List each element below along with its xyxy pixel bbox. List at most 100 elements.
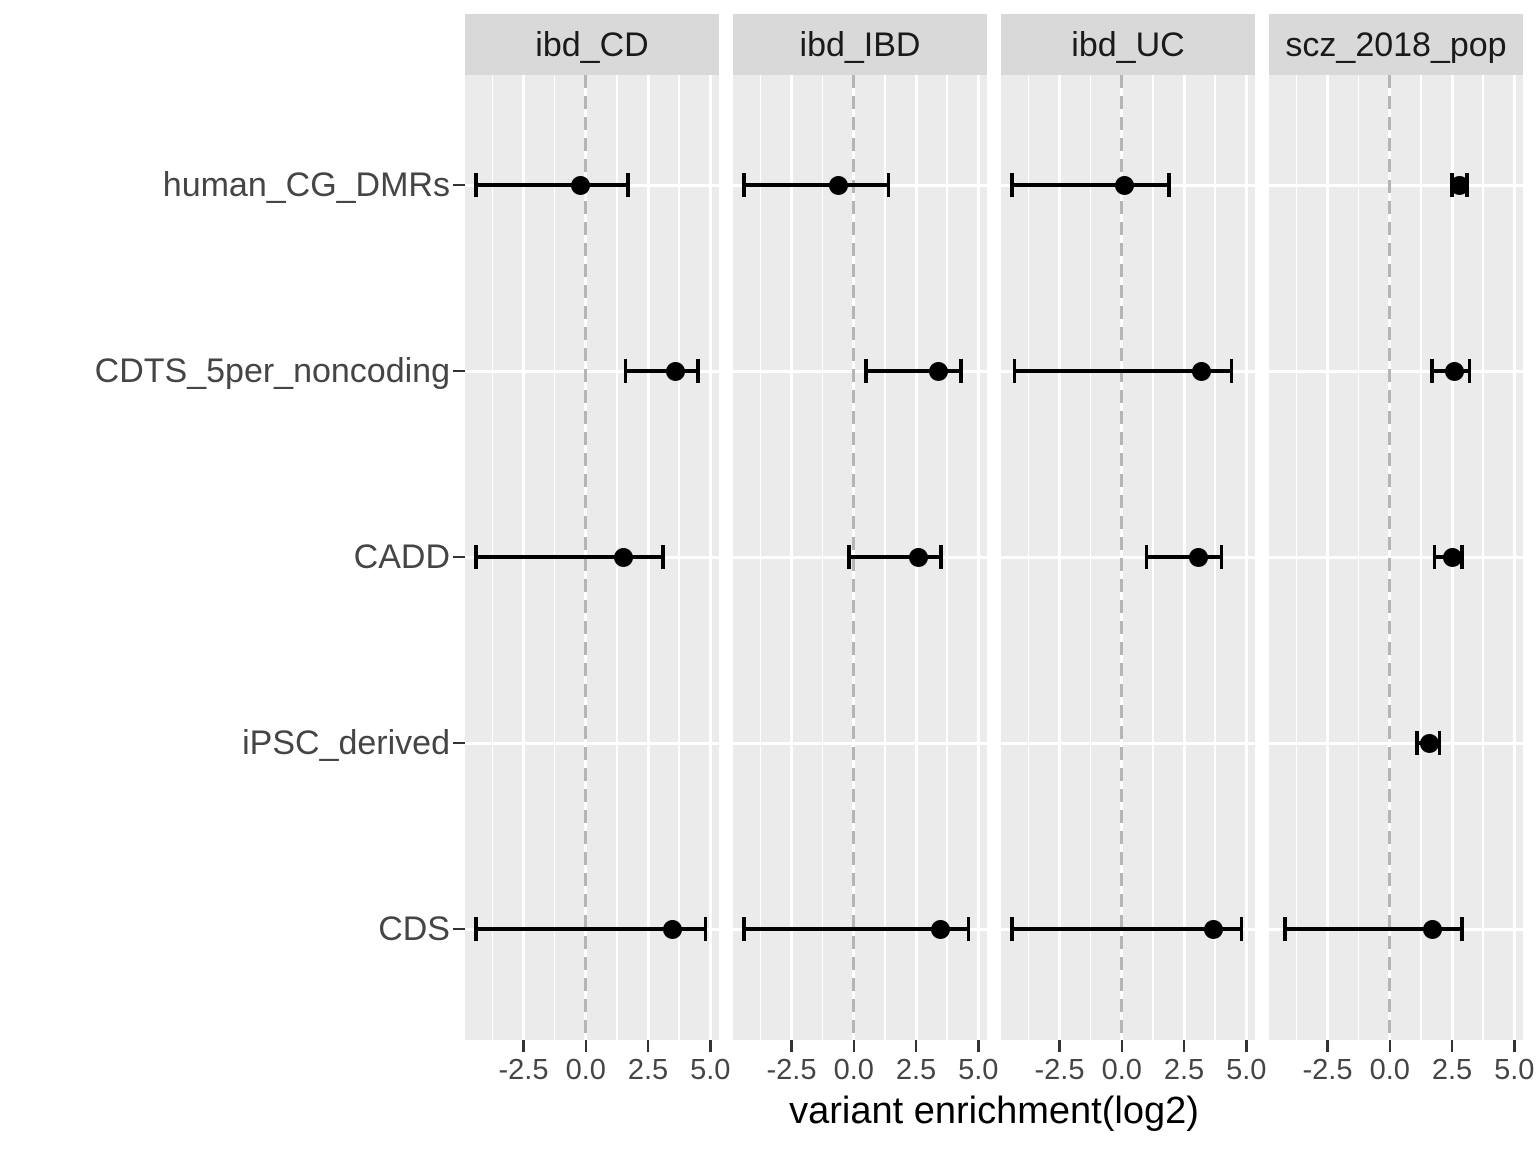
major-gridline-row: [465, 369, 719, 373]
x-tick-mark: [1245, 1040, 1248, 1052]
point-estimate-CDS: [931, 919, 951, 939]
facet-strip-ibd_IBD: ibd_IBD: [733, 14, 987, 75]
x-tick-label: 2.5: [1431, 1054, 1473, 1086]
errorbar-cap-left: [1010, 173, 1014, 197]
x-tick-mark: [646, 1040, 650, 1052]
major-gridline-row: [1001, 741, 1255, 745]
y-category-label-iPSC_derived: iPSC_derived: [242, 724, 450, 762]
errorbar-CDTS_5per_noncoding: [866, 369, 961, 373]
errorbar-cap-left: [1283, 917, 1287, 941]
errorbar-cap-left: [847, 545, 851, 569]
facet-strip-label: ibd_CD: [535, 25, 649, 64]
errorbar-cap-right: [939, 545, 943, 569]
errorbar-cap-left: [1415, 731, 1419, 755]
major-gridline-row: [465, 741, 719, 745]
errorbar-cap-right: [626, 173, 630, 197]
facet-panel-scz_2018_pop: [1269, 75, 1523, 1040]
point-estimate-CADD: [1442, 547, 1462, 567]
point-estimate-human_CG_DMRs: [571, 175, 591, 195]
x-tick-label: 5.0: [1494, 1054, 1535, 1086]
x-tick-label: -2.5: [766, 1054, 817, 1086]
x-tick-label: 0.0: [833, 1054, 874, 1086]
x-tick-mark: [914, 1040, 918, 1052]
errorbar-CDS: [1012, 927, 1242, 931]
y-tick-mark: [453, 927, 465, 931]
x-tick-label: 0.0: [1101, 1054, 1142, 1086]
major-gridline-row: [1269, 555, 1523, 559]
facet-panel-ibd_CD: [465, 75, 719, 1040]
errorbar-cap-right: [1467, 359, 1472, 383]
errorbar-cap-right: [1229, 359, 1234, 383]
x-tick-mark: [1513, 1040, 1516, 1052]
facet-panel-ibd_IBD: [733, 75, 987, 1040]
point-estimate-CDTS_5per_noncoding: [1445, 361, 1465, 381]
y-tick-mark: [453, 369, 465, 373]
point-estimate-CDTS_5per_noncoding: [928, 361, 948, 381]
x-tick-label: 0.0: [565, 1054, 606, 1086]
errorbar-cap-right: [959, 359, 963, 383]
errorbar-cap-right: [696, 359, 700, 383]
errorbar-cap-left: [1432, 545, 1437, 569]
point-estimate-CDS: [1204, 919, 1224, 939]
errorbar-cap-left: [1430, 359, 1434, 383]
errorbar-cap-right: [886, 173, 891, 197]
errorbar-cap-left: [864, 359, 868, 383]
x-axis-title: variant enrichment(log2): [789, 1090, 1199, 1132]
errorbar-CDS: [744, 927, 969, 931]
errorbar-CADD: [848, 555, 941, 559]
y-tick-mark: [453, 183, 465, 187]
major-gridline-row: [1269, 369, 1523, 373]
x-tick-mark: [1388, 1040, 1392, 1052]
major-gridline-row: [733, 741, 987, 745]
x-tick-label: -2.5: [1034, 1054, 1085, 1086]
point-estimate-CADD: [613, 547, 633, 567]
x-tick-label: 5.0: [958, 1054, 999, 1086]
major-gridline-row: [1269, 741, 1523, 745]
point-estimate-iPSC_derived: [1420, 733, 1440, 753]
point-estimate-CDS: [1422, 919, 1442, 939]
point-estimate-CDS: [663, 919, 683, 939]
errorbar-cap-right: [1239, 917, 1244, 941]
errorbar-cap-right: [1437, 731, 1442, 755]
x-tick-mark: [1326, 1040, 1329, 1052]
x-tick-label: -2.5: [498, 1054, 549, 1086]
errorbar-CADD: [1146, 555, 1222, 559]
point-estimate-human_CG_DMRs: [1114, 175, 1134, 195]
x-tick-mark: [584, 1040, 588, 1052]
facet-panel-ibd_UC: [1001, 75, 1255, 1040]
x-tick-label: 2.5: [1163, 1054, 1205, 1086]
point-estimate-CADD: [909, 547, 929, 567]
y-tick-mark: [453, 555, 465, 559]
errorbar-cap-left: [742, 917, 746, 941]
errorbar-cap-left: [742, 173, 746, 197]
errorbar-cap-left: [1012, 359, 1017, 383]
point-estimate-human_CG_DMRs: [829, 175, 849, 195]
errorbar-cap-right: [1460, 545, 1464, 569]
errorbar-CDS: [476, 927, 706, 931]
x-tick-mark: [977, 1040, 980, 1052]
x-tick-label: 5.0: [690, 1054, 731, 1086]
x-tick-mark: [790, 1040, 793, 1052]
zero-reference-line: [1388, 75, 1392, 1040]
errorbar-cap-right: [1219, 545, 1224, 569]
errorbar-cap-right: [661, 545, 665, 569]
errorbar-CDS: [1285, 927, 1462, 931]
x-tick-label: 5.0: [1226, 1054, 1267, 1086]
errorbar-cap-left: [474, 917, 478, 941]
errorbar-cap-left: [474, 545, 478, 569]
x-tick-mark: [1182, 1040, 1186, 1052]
major-gridline-row: [1001, 555, 1255, 559]
point-estimate-CDTS_5per_noncoding: [665, 361, 685, 381]
x-tick-mark: [1058, 1040, 1061, 1052]
errorbar-CDTS_5per_noncoding: [1014, 369, 1232, 373]
errorbar-cap-right: [966, 917, 971, 941]
errorbar-human_CG_DMRs: [1012, 183, 1170, 187]
errorbar-cap-left: [474, 173, 478, 197]
point-estimate-CDTS_5per_noncoding: [1191, 361, 1211, 381]
major-gridline-row: [1269, 183, 1523, 187]
point-estimate-CADD: [1189, 547, 1209, 567]
x-tick-label: -2.5: [1302, 1054, 1353, 1086]
zero-reference-line: [1120, 75, 1124, 1040]
facet-strip-label: scz_2018_pop: [1285, 25, 1507, 64]
